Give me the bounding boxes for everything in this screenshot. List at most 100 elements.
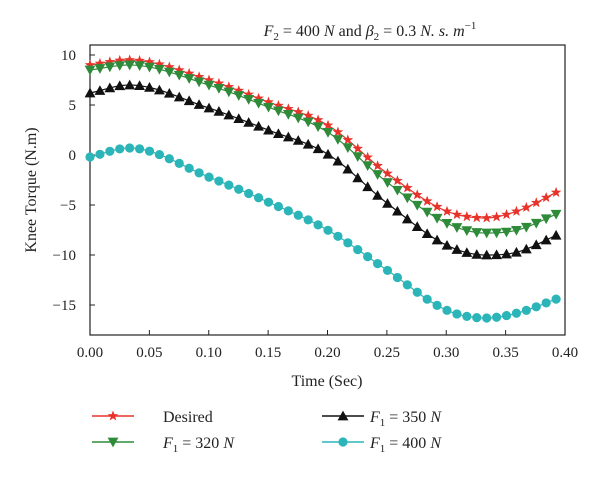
legend-label-f1-400: F1 = 400 N	[369, 435, 442, 455]
data-point	[124, 54, 135, 65]
data-point	[233, 91, 245, 101]
data-point	[461, 247, 473, 257]
data-point	[104, 62, 116, 73]
data-point	[193, 71, 205, 82]
title-beta-value: = 0.3	[379, 23, 420, 40]
data-point	[530, 239, 542, 250]
data-point	[431, 234, 443, 245]
data-point	[134, 54, 145, 66]
data-point	[302, 138, 314, 149]
y-tick-label: −15	[53, 298, 76, 314]
y-tick-label: 5	[69, 98, 77, 114]
axis-ticks	[89, 54, 566, 335]
data-point	[382, 198, 393, 208]
legend-marker-shape	[107, 437, 119, 448]
data-point	[402, 182, 413, 193]
data-point	[441, 239, 453, 250]
x-tick-label: 0.20	[314, 345, 340, 361]
series-layer	[84, 54, 562, 323]
data-point	[115, 144, 125, 154]
data-point	[114, 54, 126, 66]
x-tick-label: 0.35	[493, 345, 519, 361]
data-point	[163, 87, 175, 98]
data-point	[282, 131, 294, 142]
data-point	[193, 99, 205, 109]
data-point	[382, 265, 393, 276]
data-point	[243, 94, 255, 105]
data-point	[441, 219, 453, 229]
data-point	[481, 228, 493, 239]
x-tick-label: 0.00	[77, 345, 103, 361]
data-point	[293, 210, 303, 220]
data-point	[243, 117, 255, 127]
y-tick-label: −10	[53, 248, 76, 264]
x-tick-label: 0.15	[255, 345, 281, 361]
data-point	[392, 175, 403, 186]
data-point	[95, 149, 105, 159]
data-point	[491, 228, 502, 239]
data-point	[204, 172, 214, 182]
chart-title: F2 = 400 N and β2 = 0.3 N. s. m−1	[263, 20, 477, 43]
data-point	[451, 244, 463, 254]
data-point	[531, 302, 541, 312]
data-point	[550, 209, 562, 220]
data-point	[491, 312, 502, 322]
data-point	[322, 119, 334, 130]
data-point	[263, 96, 274, 107]
data-point	[154, 84, 165, 95]
data-point	[521, 201, 532, 212]
data-point	[292, 135, 304, 145]
data-point	[144, 82, 155, 92]
data-point	[332, 135, 344, 145]
title-f2-value: = 400	[279, 23, 324, 40]
legend-label-f1-320: F1 = 320 N	[162, 435, 235, 455]
legend-item-f1-350: F1 = 350 N	[322, 409, 442, 429]
data-point	[144, 62, 155, 73]
data-point	[292, 113, 304, 124]
data-point	[342, 163, 354, 174]
data-point	[223, 87, 235, 98]
y-tick-label: −5	[60, 198, 76, 214]
data-point	[511, 308, 522, 318]
data-point	[540, 214, 552, 225]
data-point	[104, 56, 116, 67]
data-point	[164, 61, 175, 72]
legend-label-f1-350: F1 = 350 N	[369, 409, 442, 429]
data-point	[233, 113, 245, 124]
data-point	[431, 213, 443, 224]
data-point	[273, 128, 284, 139]
legend-marker-shape	[338, 437, 348, 447]
legend: Desired F1 = 320 N F1 = 350 N F1 = 400 N	[92, 409, 442, 455]
data-point	[491, 211, 502, 222]
legend-item-desired: Desired	[92, 409, 213, 426]
data-point	[213, 106, 225, 116]
title-beta-unit: N. s. m	[419, 23, 464, 40]
data-point	[303, 215, 313, 225]
data-point	[263, 124, 274, 135]
data-point	[362, 161, 374, 172]
data-point	[84, 65, 96, 76]
series-line-0	[89, 59, 557, 219]
data-point	[501, 248, 512, 259]
data-point	[392, 205, 403, 216]
data-point	[173, 64, 185, 75]
legend-marker-shape	[337, 410, 349, 421]
title-f2-symbol: F	[263, 23, 274, 40]
title-f2-unit: N	[323, 23, 336, 40]
data-point	[263, 197, 274, 207]
data-point	[253, 92, 264, 103]
data-point	[461, 211, 473, 222]
data-point	[333, 231, 343, 241]
data-point	[154, 58, 165, 69]
title-beta-sub: 2	[374, 31, 380, 43]
data-point	[213, 83, 225, 94]
data-point	[244, 188, 254, 199]
data-point	[164, 154, 174, 164]
data-point	[511, 246, 522, 257]
data-point	[183, 67, 195, 79]
data-point	[372, 259, 383, 269]
legend-marker-f1-320	[107, 437, 119, 448]
data-point	[432, 300, 442, 310]
y-axis-label: Knee Torque (N.m)	[23, 127, 40, 252]
